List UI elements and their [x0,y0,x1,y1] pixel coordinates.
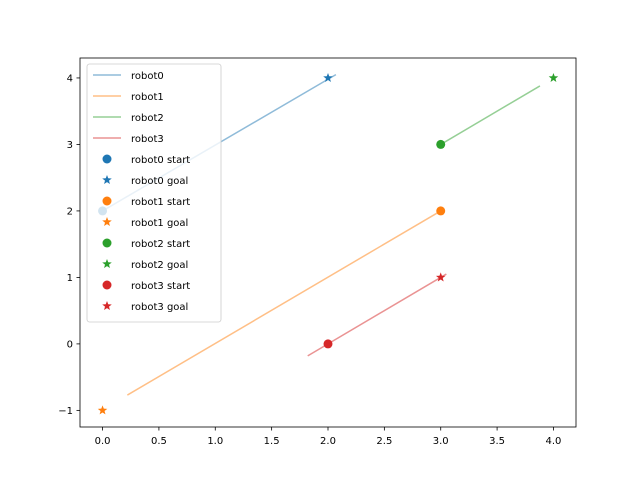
x-tick-label: 1.5 [264,436,280,447]
x-tick-label: 3.0 [433,436,449,447]
goal-marker-robot1 [97,405,108,415]
legend-circle-swatch [102,238,112,248]
legend-label: robot3 start [131,281,190,292]
y-tick-label: 4 [67,74,73,85]
legend-star-swatch [102,175,112,185]
legend-label: robot1 goal [131,218,188,229]
legend-star-swatch [102,217,112,227]
legend: robot0 robot1 robot2 robot3 robot0 start robo… [86,63,222,323]
legend-label: robot1 [131,92,164,103]
start-marker-robot3 [323,339,333,349]
goal-marker-robot0 [323,72,333,82]
goal-marker-robot2 [548,72,559,82]
x-tick-label: 1.0 [207,436,223,447]
legend-star-swatch [102,259,112,269]
start-marker-robot2 [436,139,446,149]
legend-label: robot0 goal [131,176,188,187]
x-tick-label: 0.5 [151,436,167,447]
y-tick-label: 0 [67,339,73,350]
legend-label: robot0 start [131,155,190,166]
y-tick-label: 1 [67,273,73,284]
x-tick-label: 3.5 [489,436,505,447]
x-tick-label: 2.0 [320,436,336,447]
legend-label: robot2 [131,113,164,124]
legend-label: robot3 [131,134,164,145]
legend-circle-swatch [102,196,112,206]
goal-marker-robot3 [435,272,446,282]
legend-circle-swatch [102,280,112,290]
series-line-robot2 [440,85,541,146]
legend-label: robot0 [131,71,164,82]
legend-box [86,63,222,323]
x-tick-label: 4.0 [546,436,562,447]
y-tick-label: 3 [67,140,73,151]
x-tick-label: 0.0 [95,436,111,447]
x-tick-label: 2.5 [376,436,392,447]
legend-label: robot1 start [131,197,190,208]
start-marker-robot1 [436,206,446,216]
legend-star-swatch [102,301,112,311]
y-tick-label: 2 [67,207,73,218]
legend-label: robot3 goal [131,302,188,313]
legend-circle-swatch [102,154,112,164]
legend-label: robot2 start [131,239,190,250]
series-line-robot1 [126,210,442,396]
axis-ticks: 0.0 0.5 1.0 1.5 2.0 2.5 3.0 3.5 4.0 −1 0 1 2 3 4 [58,74,561,447]
y-tick-label: −1 [58,406,73,417]
legend-label: robot2 goal [131,260,188,271]
